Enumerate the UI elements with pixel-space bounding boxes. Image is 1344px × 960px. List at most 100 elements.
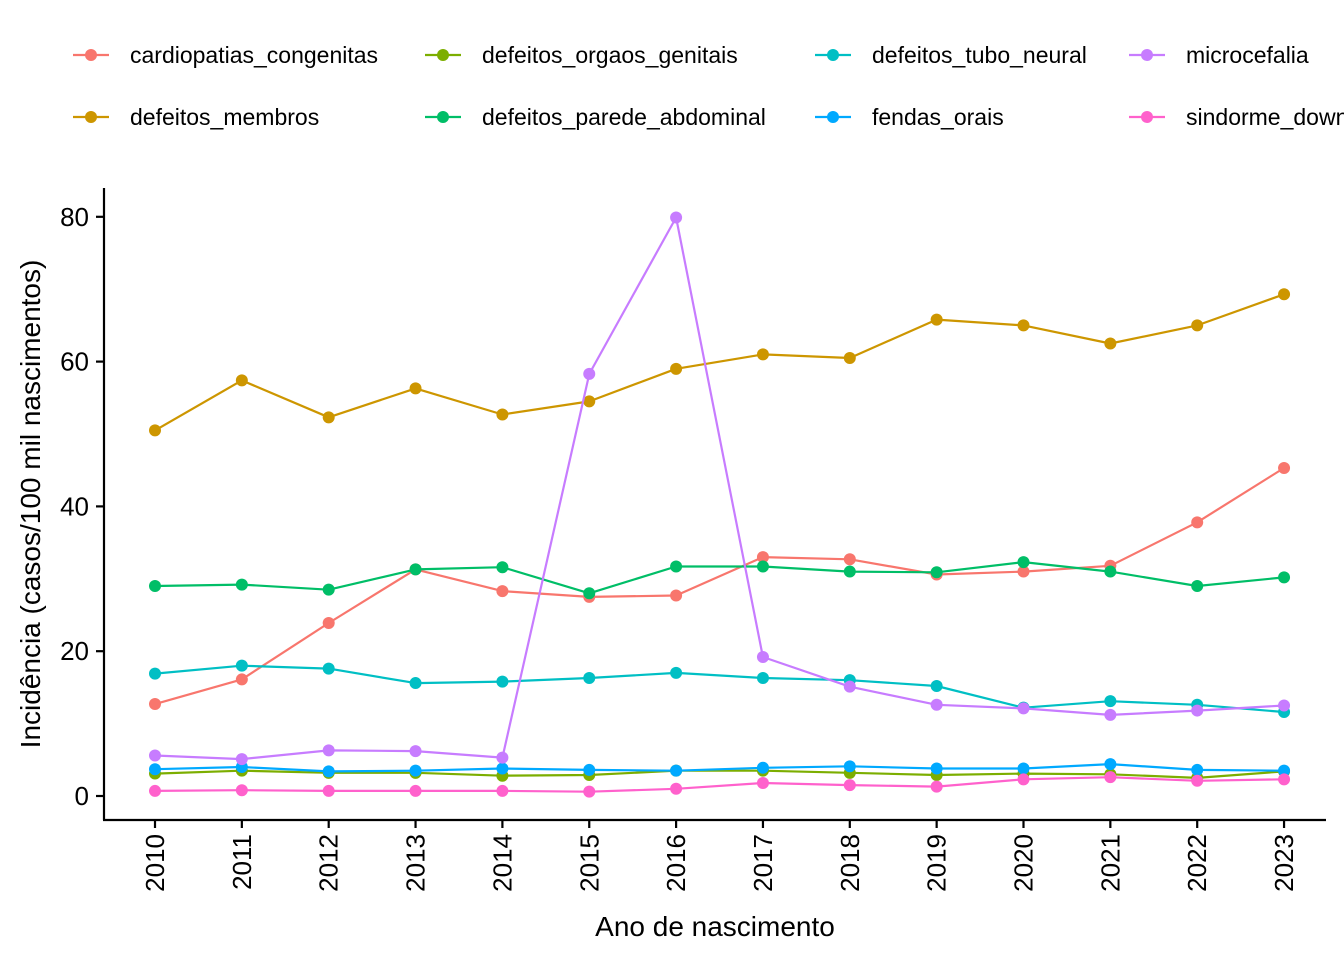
legend-key-point — [437, 111, 449, 123]
data-point — [1017, 702, 1030, 715]
data-point — [756, 776, 769, 789]
series-defeitos-orgaos-genitais — [149, 764, 1291, 784]
x-tick-label: 2022 — [1182, 834, 1212, 892]
legend-key-point — [85, 49, 97, 61]
data-point — [149, 763, 161, 776]
legend-item: defeitos_parede_abdominal — [425, 104, 766, 130]
data-point — [322, 616, 335, 629]
data-point — [843, 779, 856, 792]
series-line — [154, 762, 1285, 773]
data-point — [322, 765, 335, 778]
legend-label: defeitos_membros — [130, 104, 319, 130]
x-tick-label: 2015 — [574, 834, 604, 892]
data-point — [496, 762, 509, 775]
legend-key-point — [827, 49, 839, 61]
data-point — [843, 553, 856, 566]
legend-item: sindorme_down — [1129, 104, 1344, 130]
data-point — [235, 753, 248, 766]
data-point — [1017, 773, 1030, 786]
data-point — [1191, 763, 1204, 776]
x-tick-label: 2018 — [835, 834, 865, 892]
legend-item: defeitos_orgaos_genitais — [425, 42, 738, 68]
legend: cardiopatias_congenitas defeitos_membros d… — [73, 42, 1344, 130]
legend-label: microcefalia — [1186, 42, 1309, 68]
data-point — [756, 551, 769, 564]
data-point — [235, 578, 248, 591]
data-point — [1104, 771, 1117, 784]
legend-label: sindorme_down — [1186, 104, 1344, 130]
data-point — [930, 698, 943, 711]
x-tick-label: 2013 — [401, 834, 431, 892]
series-fendas-orais — [149, 758, 1291, 778]
data-point — [235, 784, 248, 797]
data-point — [583, 395, 596, 408]
data-point — [1191, 516, 1204, 529]
legend-label: cardiopatias_congenitas — [130, 42, 378, 68]
data-point — [496, 408, 509, 421]
data-point — [1278, 462, 1291, 475]
data-point — [756, 650, 769, 663]
data-point — [1278, 764, 1291, 777]
x-axis-title: Ano de nascimento — [595, 911, 835, 942]
data-point — [583, 367, 596, 380]
data-point — [496, 751, 509, 764]
data-point — [496, 784, 509, 797]
x-tick-label: 2017 — [748, 834, 778, 892]
data-point — [1191, 319, 1204, 332]
data-point — [409, 563, 422, 576]
x-tick-label: 2021 — [1095, 834, 1125, 892]
data-point — [843, 760, 856, 773]
legend-item: fendas_orais — [815, 104, 1004, 130]
data-point — [1278, 773, 1291, 786]
legend-label: defeitos_parede_abdominal — [482, 104, 766, 130]
y-axis-ticks: 0 20 40 60 80 — [60, 202, 104, 811]
data-point — [409, 677, 422, 690]
data-point — [322, 411, 335, 424]
data-point — [930, 313, 943, 326]
data-point — [756, 560, 769, 573]
data-point — [583, 671, 596, 684]
data-point — [496, 675, 509, 688]
legend-label: defeitos_tubo_neural — [872, 42, 1087, 68]
data-point — [930, 762, 943, 775]
series-defeitos-tubo-neural — [149, 659, 1291, 719]
data-point — [1017, 762, 1030, 775]
series-line — [154, 664, 1285, 714]
data-point — [1278, 571, 1291, 584]
data-point — [322, 662, 335, 675]
data-point — [670, 782, 683, 795]
data-point — [1278, 288, 1291, 301]
data-point — [670, 764, 683, 777]
data-point — [409, 382, 422, 395]
legend-item: cardiopatias_congenitas — [73, 42, 378, 68]
x-tick-label: 2019 — [922, 834, 952, 892]
data-point — [1104, 565, 1117, 578]
y-tick-label: 0 — [75, 781, 89, 811]
data-point — [496, 561, 509, 574]
y-tick-label: 60 — [60, 347, 89, 377]
y-tick-label: 80 — [60, 202, 89, 232]
data-point — [235, 374, 248, 387]
data-point — [149, 698, 161, 711]
data-point — [409, 745, 422, 758]
data-point — [843, 351, 856, 364]
data-point — [235, 673, 248, 686]
data-point — [1017, 556, 1030, 569]
series-cardiopatias-congenitas — [149, 462, 1291, 711]
series-line — [154, 776, 1285, 793]
data-point — [670, 211, 683, 224]
legend-key-point — [1141, 49, 1153, 61]
data-point — [322, 583, 335, 596]
y-tick-label: 20 — [60, 636, 89, 666]
data-point — [670, 560, 683, 573]
data-point — [409, 764, 422, 777]
data-point — [1191, 580, 1204, 593]
data-point — [756, 761, 769, 774]
series-line — [154, 293, 1285, 432]
x-tick-label: 2020 — [1009, 834, 1039, 892]
data-point — [1278, 699, 1291, 712]
series-sindorme-down — [149, 771, 1291, 798]
legend-key-point — [1141, 111, 1153, 123]
x-tick-label: 2010 — [140, 834, 170, 892]
